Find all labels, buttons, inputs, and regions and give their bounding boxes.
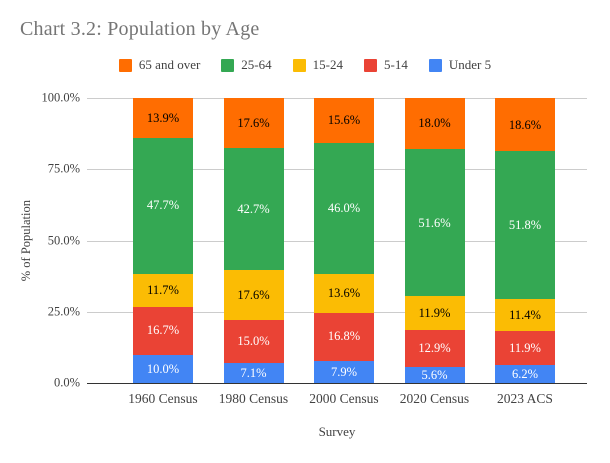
legend-label: 5-14 — [383, 57, 408, 72]
bar-segment-65-and-over[interactable]: 18.6% — [495, 98, 555, 152]
bar-segment-15-24[interactable]: 17.6% — [223, 269, 284, 321]
y-tick-label: 50.0% — [47, 233, 80, 247]
bar-segment-5-14[interactable]: 16.7% — [133, 306, 193, 355]
y-tick-label: 0.0% — [53, 375, 80, 390]
legend-label: 25-64 — [241, 57, 272, 72]
x-axis-line — [87, 383, 587, 384]
bar-segment-65-and-over[interactable]: 17.6% — [223, 98, 284, 149]
legend-item-under-5[interactable]: Under 5 — [428, 57, 492, 73]
chart-title: Chart 3.2: Population by Age — [20, 18, 260, 40]
bar-segment-65-and-over[interactable]: 13.9% — [133, 98, 193, 138]
bar-2020-census: 18.0% 51.6% 11.9% 12.9% 5.6% — [404, 98, 465, 383]
y-tick-label: 75.0% — [47, 161, 80, 176]
legend: 65 and over 25-64 15-24 5-14 Under 5 — [0, 57, 610, 73]
bar-segment-25-64[interactable]: 46.0% — [314, 142, 374, 274]
legend-swatch-icon — [363, 58, 377, 72]
bar-segment-5-14[interactable]: 15.0% — [223, 320, 284, 363]
bar-segment-25-64[interactable]: 47.7% — [133, 137, 193, 274]
legend-label: Under 5 — [448, 57, 492, 72]
bar-segment-under-5[interactable]: 7.1% — [223, 362, 284, 383]
bar-1980-census: 17.6% 42.7% 17.6% 15.0% 7.1% — [223, 98, 284, 383]
legend-item-15-24[interactable]: 15-24 — [292, 57, 343, 73]
y-tick-label: 100.0% — [41, 90, 80, 105]
bar-segment-5-14[interactable]: 12.9% — [404, 330, 465, 368]
legend-item-25-64[interactable]: 25-64 — [221, 57, 272, 73]
bar-segment-15-24[interactable]: 11.4% — [495, 298, 555, 332]
bar-segment-25-64[interactable]: 42.7% — [223, 148, 284, 270]
legend-swatch-icon — [221, 58, 235, 72]
x-axis-title: Survey — [318, 424, 356, 439]
bar-segment-under-5[interactable]: 7.9% — [314, 360, 374, 383]
y-tick-label: 25.0% — [47, 304, 80, 319]
legend-label: 65 and over — [138, 57, 201, 72]
bar-segment-15-24[interactable]: 13.6% — [314, 273, 374, 313]
x-tick-label: 2020 Census — [399, 391, 470, 406]
legend-label: 15-24 — [312, 57, 343, 72]
bar-2000-census: 15.6% 46.0% 13.6% 16.8% 7.9% — [314, 98, 374, 383]
legend-swatch-icon — [292, 58, 306, 72]
bar-segment-15-24[interactable]: 11.9% — [404, 296, 465, 331]
legend-swatch-icon — [118, 58, 132, 72]
x-tick-label: 2023 ACS — [497, 391, 553, 406]
legend-swatch-icon — [428, 58, 442, 72]
bar-segment-5-14[interactable]: 11.9% — [495, 331, 555, 366]
bar-segment-25-64[interactable]: 51.8% — [495, 151, 555, 299]
legend-item-5-14[interactable]: 5-14 — [363, 57, 408, 73]
bar-segment-25-64[interactable]: 51.6% — [404, 149, 465, 297]
bar-segment-65-and-over[interactable]: 15.6% — [314, 98, 374, 143]
x-tick-label: 2000 Census — [309, 391, 379, 406]
bar-segment-under-5[interactable]: 5.6% — [404, 367, 465, 383]
bar-segment-under-5[interactable]: 6.2% — [495, 365, 555, 383]
bar-segment-5-14[interactable]: 16.8% — [314, 312, 374, 361]
bar-2023-acs: 18.6% 51.8% 11.4% 11.9% 6.2% — [495, 98, 555, 383]
bar-segment-15-24[interactable]: 11.7% — [133, 273, 193, 307]
x-tick-label: 1960 Census — [128, 391, 198, 406]
bar-segment-under-5[interactable]: 10.0% — [133, 354, 193, 383]
legend-item-65-and-over[interactable]: 65 and over — [118, 57, 201, 73]
x-tick-label: 1980 Census — [218, 391, 289, 406]
plot-area: 13.9% 47.7% 11.7% 16.7% 10.0% 17.6% 42.7% 17.6%… — [87, 98, 587, 384]
bar-segment-65-and-over[interactable]: 18.0% — [404, 98, 465, 150]
bar-1960-census: 13.9% 47.7% 11.7% 16.7% 10.0% — [133, 98, 193, 383]
